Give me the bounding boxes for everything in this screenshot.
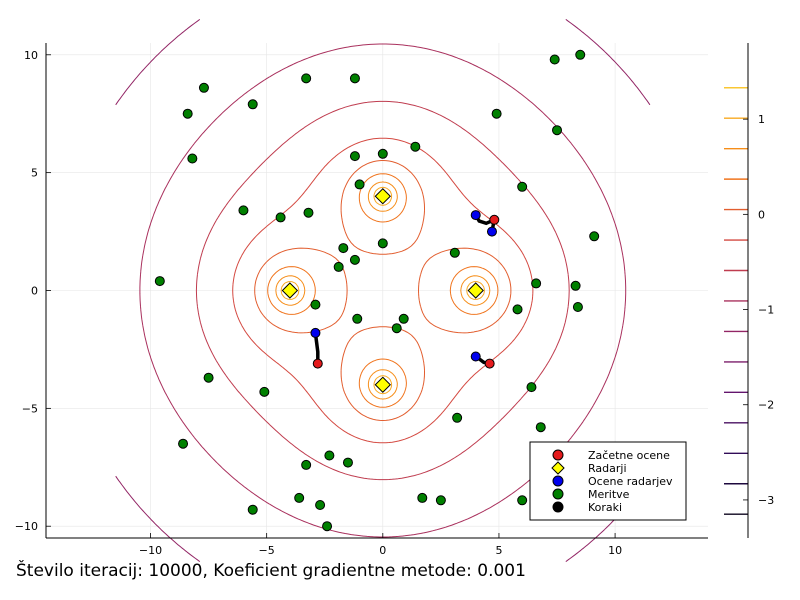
x-tick-label: 10 — [608, 544, 622, 557]
legend-label: Ocene radarjev — [588, 475, 673, 488]
y-tick-label: −10 — [15, 520, 38, 533]
y-tick-label: 5 — [31, 167, 38, 180]
measurement-point — [349, 254, 360, 265]
legend-marker — [552, 501, 564, 513]
measurement-point — [247, 504, 258, 515]
initial-estimate-point — [312, 358, 323, 369]
radar-point — [374, 188, 392, 205]
colorbar-tick-label: −2 — [758, 399, 774, 412]
radar-estimate-point — [470, 351, 481, 362]
radar-point — [281, 282, 299, 299]
measurement-point — [512, 304, 523, 315]
legend-label: Začetne ocene — [588, 449, 670, 462]
measurement-point — [398, 313, 409, 324]
measurement-point — [531, 278, 542, 289]
legend-marker — [552, 475, 564, 487]
y-tick-label: 10 — [24, 49, 38, 62]
y-tick-label: 0 — [31, 285, 38, 298]
measurement-point — [310, 299, 321, 310]
colorbar: 1 0 −1 −2 −3 — [724, 43, 774, 538]
colorbar-tick-label: 0 — [758, 208, 765, 221]
colorbar-tick-label: −3 — [758, 494, 774, 507]
measurement-point — [333, 261, 344, 272]
initial-estimate-point — [484, 358, 495, 369]
measurement-point — [154, 276, 165, 287]
measurement-point — [275, 212, 286, 223]
measurement-point — [377, 238, 388, 249]
x-tick-label: 0 — [379, 544, 386, 557]
colorbar-tick-label: −1 — [758, 304, 774, 317]
measurement-point — [301, 459, 312, 470]
legend-marker — [552, 449, 564, 461]
measurement-point — [303, 207, 314, 218]
legend-label: Koraki — [588, 501, 622, 514]
measurement-point — [238, 205, 249, 216]
measurement-point — [570, 280, 581, 291]
measurement-point — [182, 108, 193, 119]
radar-estimate-point — [486, 226, 497, 237]
legend-label: Radarji — [588, 462, 627, 475]
measurement-point — [349, 151, 360, 162]
x-tick-label: 5 — [495, 544, 502, 557]
contour-line — [195, 100, 570, 481]
measurement-point — [526, 382, 537, 393]
measurement-point — [517, 181, 528, 192]
x-tick-label: −10 — [139, 544, 162, 557]
measurement-point — [535, 422, 546, 433]
measurement-point — [352, 313, 363, 324]
legend-label: Meritve — [588, 488, 630, 501]
radar-estimate-point — [470, 210, 481, 221]
initial-estimate-point — [489, 214, 500, 225]
measurement-point — [377, 148, 388, 159]
contour-line — [254, 160, 512, 421]
measurement-point — [435, 495, 446, 506]
measurement-point — [391, 323, 402, 334]
footer-caption: Število iteracij: 10000, Koeficient grad… — [16, 561, 526, 581]
measurement-point — [572, 302, 583, 312]
x-tick-label: −5 — [259, 544, 275, 557]
measurement-point — [259, 386, 270, 397]
measurement-point — [247, 99, 258, 110]
measurement-point — [575, 49, 586, 60]
legend-marker — [552, 488, 564, 500]
measurement-point — [410, 141, 421, 152]
measurement-point — [549, 54, 560, 65]
y-tick-label: −5 — [22, 402, 38, 415]
measurement-point — [322, 521, 333, 532]
radar-estimate-point — [310, 327, 321, 338]
contour-line — [275, 181, 491, 400]
measurement-point — [589, 231, 600, 242]
measurement-point — [349, 73, 360, 84]
grid — [46, 43, 708, 538]
measurement-point — [338, 243, 349, 254]
measurement-point — [449, 247, 460, 258]
measurement-point — [452, 412, 463, 423]
measurement-point — [187, 153, 198, 164]
measurement-point — [552, 125, 563, 136]
contour-line — [267, 173, 499, 408]
measurement-point — [294, 492, 305, 503]
measurement-point — [354, 179, 365, 190]
radar-point — [467, 282, 484, 299]
contour-line — [280, 186, 485, 395]
radar-point — [374, 376, 392, 393]
measurement-point — [315, 500, 326, 510]
measurement-point — [342, 457, 353, 468]
step-paths — [313, 213, 497, 366]
legend-marker — [551, 461, 565, 475]
axes: −10 −5 0 5 10 −10 −5 0 5 10 — [15, 43, 708, 557]
colorbar-tick-label: 1 — [758, 113, 765, 126]
measurement-point — [203, 372, 214, 383]
measurement-point — [491, 108, 502, 119]
measurement-point — [417, 492, 428, 503]
measurement-point — [301, 73, 312, 84]
measurement-point — [517, 495, 528, 506]
measurement-point — [198, 82, 209, 93]
measurement-point — [324, 450, 335, 461]
contour-line — [139, 43, 627, 538]
measurement-point — [178, 438, 189, 449]
scatter-points — [154, 49, 600, 532]
